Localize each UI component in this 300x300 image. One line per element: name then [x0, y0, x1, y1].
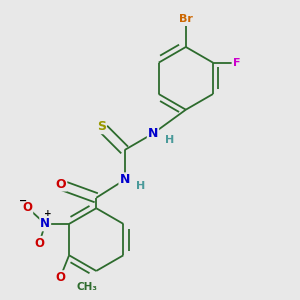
Text: CH₃: CH₃	[76, 282, 98, 292]
Text: +: +	[44, 209, 52, 218]
Text: O: O	[34, 237, 44, 250]
Text: S: S	[97, 120, 106, 133]
Text: H: H	[136, 181, 146, 191]
Text: N: N	[119, 173, 130, 186]
Text: O: O	[22, 201, 32, 214]
Text: N: N	[148, 127, 158, 140]
Text: O: O	[56, 178, 66, 190]
Text: H: H	[165, 134, 174, 145]
Text: N: N	[40, 218, 50, 230]
Text: F: F	[232, 58, 240, 68]
Text: O: O	[55, 271, 65, 284]
Text: −: −	[19, 196, 27, 206]
Text: Br: Br	[179, 14, 193, 24]
